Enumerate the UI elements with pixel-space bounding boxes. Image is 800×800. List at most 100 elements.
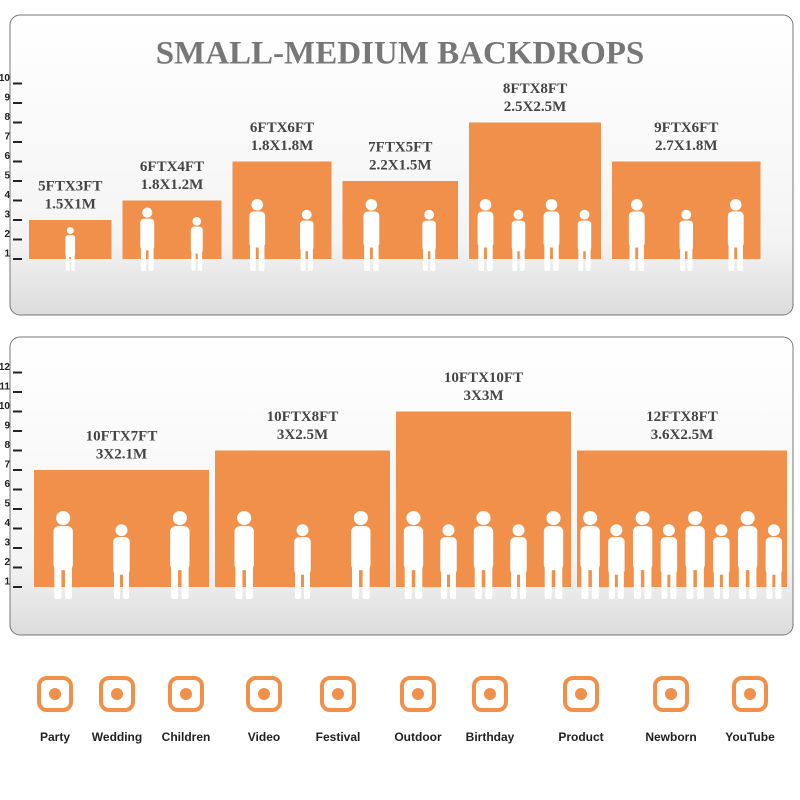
icon [246, 676, 282, 712]
size-label: 10FTX7FT [86, 428, 158, 444]
silhouette [679, 209, 693, 271]
leg [415, 562, 423, 599]
y-tick-label: 1 [4, 577, 10, 588]
icon [732, 676, 768, 712]
silhouette [577, 209, 592, 271]
silhouette [632, 510, 653, 599]
body [510, 537, 527, 575]
leg [64, 562, 72, 599]
icon-dot [332, 688, 344, 700]
head [353, 510, 368, 526]
leg [54, 562, 62, 599]
y-tick-label: 9 [4, 421, 10, 432]
leg [512, 245, 518, 271]
body [685, 526, 705, 571]
body [170, 526, 190, 571]
leg [728, 240, 735, 271]
icon-label: Festival [316, 730, 361, 744]
leg [485, 562, 493, 599]
head [192, 217, 202, 226]
head [115, 524, 128, 537]
leg [670, 567, 677, 599]
head [301, 209, 312, 220]
icon [400, 676, 436, 712]
silhouette [300, 209, 314, 271]
leg [441, 567, 448, 599]
silhouette [628, 199, 645, 271]
y-tick-label: 9 [4, 93, 10, 104]
leg [555, 562, 563, 599]
leg [372, 240, 379, 271]
icon [472, 676, 508, 712]
body [632, 526, 653, 571]
silhouette [190, 217, 203, 271]
leg [519, 245, 525, 271]
body [727, 211, 744, 248]
leg [197, 248, 203, 271]
silhouette [543, 199, 560, 271]
icon-dot [412, 688, 424, 700]
icon-dot [744, 688, 756, 700]
bar [232, 161, 332, 259]
leg [578, 245, 584, 271]
leg [511, 567, 518, 599]
leg [474, 562, 482, 599]
silhouette [580, 510, 600, 599]
icon [320, 676, 356, 712]
leg [629, 240, 636, 271]
silhouette [660, 524, 678, 599]
size-label: 7FTX5FT [368, 139, 432, 155]
silhouette [477, 199, 494, 271]
icon-dot [49, 688, 61, 700]
icon [653, 676, 689, 712]
metric-label: 3.6X2.5M [651, 427, 714, 443]
leg [585, 245, 591, 271]
body [363, 211, 380, 248]
icon [563, 676, 599, 712]
icon-dot [575, 688, 587, 700]
y-tick-label: 3 [4, 210, 10, 221]
metric-label: 3X2.1M [96, 446, 147, 462]
leg [171, 562, 179, 599]
leg [235, 562, 243, 599]
body [679, 220, 693, 252]
y-tick-label: 10 [0, 401, 10, 412]
leg [713, 567, 720, 599]
y-tick-label: 6 [4, 151, 10, 162]
head [767, 524, 780, 537]
y-tick-label: 2 [4, 229, 10, 240]
leg [364, 240, 370, 271]
leg [638, 240, 644, 271]
leg [696, 562, 704, 599]
leg [307, 245, 313, 271]
body [713, 537, 730, 575]
head [172, 510, 187, 526]
metric-label: 2.5X2.5M [504, 99, 567, 115]
head [442, 524, 455, 537]
y-tick-label: 8 [4, 112, 10, 123]
silhouette [510, 524, 527, 599]
head [635, 510, 650, 526]
size-label: 9FTX6FT [654, 120, 718, 136]
leg [140, 244, 146, 271]
metric-label: 1.8X1.2M [141, 177, 204, 193]
leg [114, 567, 121, 599]
leg [519, 567, 526, 599]
icon-dot [665, 688, 677, 700]
y-tick-label: 5 [4, 499, 10, 510]
size-label: 6FTX6FT [250, 120, 314, 136]
body [543, 211, 560, 248]
silhouette [543, 510, 564, 599]
leg [738, 562, 746, 599]
head [237, 510, 252, 526]
leg [295, 567, 302, 599]
leg [430, 245, 436, 271]
head [545, 199, 558, 211]
bar [122, 200, 222, 259]
icon-dot [484, 688, 496, 700]
icon-dot [180, 688, 192, 700]
silhouette [351, 510, 371, 599]
size-label: 12FTX8FT [646, 409, 718, 425]
y-tick-label: 6 [4, 479, 10, 490]
leg [737, 240, 743, 271]
